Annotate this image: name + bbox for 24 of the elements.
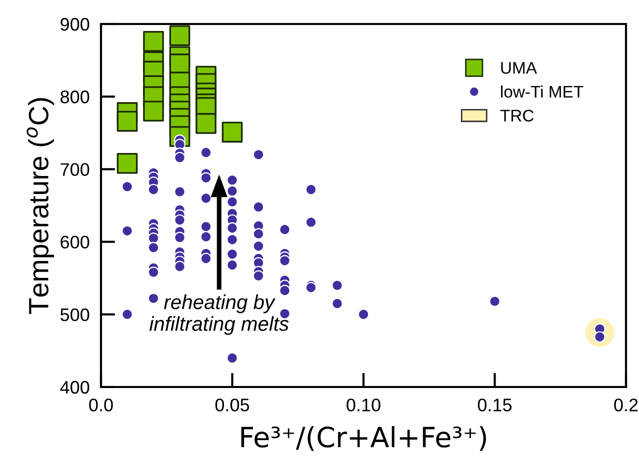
x-tick-label: 0.05 [215, 398, 250, 412]
point [116, 110, 138, 132]
y-tick-label: 900 [60, 18, 90, 31]
point [169, 25, 190, 46]
annotation: reheating by infiltrating melts [150, 294, 289, 335]
y-tick-label: 400 [60, 380, 90, 394]
point [116, 152, 138, 174]
x-tick-label: 0.10 [346, 398, 380, 412]
y-tick-label: 600 [60, 236, 90, 249]
point [143, 31, 164, 52]
point [196, 113, 216, 134]
y-tick-label: 800 [60, 90, 90, 104]
x-tick-label: 0.15 [478, 398, 512, 412]
x-tick-label: 0.2 [614, 398, 638, 412]
y-tick-label: 500 [60, 308, 90, 322]
point [143, 100, 164, 122]
y-axis-title: Temperature ($^{o}$C) [26, 98, 54, 314]
point [222, 122, 243, 143]
legend-label: UMA [501, 62, 537, 74]
y-tick-label: 700 [60, 163, 90, 176]
legend-label: TRC [500, 110, 534, 122]
legend-label: low-Ti MET [501, 85, 584, 98]
x-axis-title: Fe³⁺/(Cr+Al+Fe³⁺) [241, 426, 486, 451]
x-tick-label: 0.0 [89, 398, 113, 412]
